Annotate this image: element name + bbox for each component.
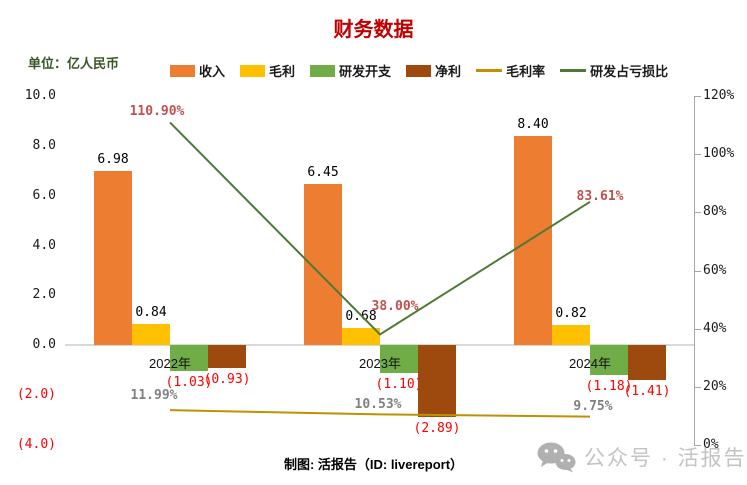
right-axis-tick: 100%: [703, 146, 735, 162]
line-value-label: 110.90%: [129, 104, 185, 120]
watermark: 公众号 · 活报告: [536, 441, 747, 473]
legend-label: 收入: [199, 64, 226, 79]
bar-研发开支: [380, 345, 418, 373]
credit-line: 制图: 活报告（ID: livereport）: [283, 457, 464, 472]
bar-净利: [628, 345, 666, 381]
left-axis-tick: 2.0: [32, 287, 56, 303]
bar-收入: [514, 135, 552, 346]
legend-item: 毛利率: [476, 61, 545, 80]
legend-swatch-bar: [240, 64, 266, 77]
right-axis-tick: 20%: [703, 378, 727, 394]
right-axis-tickmark: [694, 328, 701, 330]
legend-item: 毛利: [240, 61, 295, 80]
category-label: 2023年: [359, 356, 401, 371]
category-label: 2022年: [149, 356, 191, 371]
line-value-label: 9.75%: [573, 398, 613, 414]
left-axis-tick: 8.0: [32, 137, 56, 153]
right-axis-tickmark: [694, 212, 701, 214]
bar-value-label: (0.93): [203, 372, 251, 388]
bar-毛利: [552, 324, 590, 346]
bar-value-label: 0.82: [555, 305, 587, 321]
left-axis-tick: 0.0: [32, 337, 56, 353]
category-label: 2024年: [569, 356, 611, 371]
bar-value-label: 6.98: [97, 152, 129, 168]
line-value-label: 10.53%: [354, 397, 402, 413]
bar-value-label: (1.18): [585, 378, 633, 394]
bar-value-label: 0.84: [135, 305, 167, 321]
legend-item: 研发开支: [310, 61, 391, 80]
left-axis-tick: 4.0: [32, 237, 56, 253]
legend-label: 毛利率: [506, 64, 546, 79]
legend: 收入 毛利 研发开支 净利 毛利率 研发占亏损比: [170, 61, 668, 80]
right-axis-tickmark: [694, 386, 701, 388]
unit-label: 单位：亿人民币: [28, 56, 120, 71]
bar-value-label: 6.45: [307, 165, 339, 181]
legend-item: 研发占亏损比: [560, 61, 668, 80]
left-axis-tick: 10.0: [24, 88, 56, 103]
bar-收入: [94, 171, 132, 346]
watermark-text: 公众号 · 活报告: [584, 447, 747, 470]
right-axis-tick: 120%: [703, 88, 735, 103]
right-axis-tickmark: [694, 154, 701, 156]
line-value-label: 38.00%: [371, 299, 419, 315]
bar-研发开支: [170, 345, 208, 371]
right-axis-tick: 40%: [703, 320, 727, 336]
legend-label: 毛利: [269, 64, 296, 79]
bar-value-label: (1.03): [165, 374, 213, 390]
left-axis-tick: 6.0: [32, 187, 56, 203]
bar-毛利: [342, 328, 380, 346]
legend-swatch-line: [560, 69, 587, 72]
line-value-label: 83.61%: [576, 188, 624, 204]
bar-净利: [208, 345, 246, 369]
bar-value-label: (1.10): [375, 376, 423, 392]
wechat-icon: [537, 442, 576, 473]
left-axis-tick: (2.0): [16, 387, 56, 403]
legend-item: 净利: [406, 61, 461, 80]
left-axis-tick: (4.0): [16, 437, 56, 452]
right-axis-tick: 60%: [703, 262, 727, 278]
chart-title: 财务数据: [333, 19, 414, 41]
legend-swatch-bar: [170, 64, 195, 77]
bar-value-label: 8.40: [517, 116, 549, 132]
bar-收入: [304, 184, 342, 346]
legend-label: 研发开支: [339, 64, 392, 79]
legend-swatch-line: [476, 69, 503, 72]
bar-净利: [418, 345, 456, 418]
legend-label: 研发占亏损比: [590, 64, 669, 79]
bar-毛利: [132, 324, 170, 346]
right-axis-tickmark: [694, 96, 701, 97]
legend-item: 收入: [170, 61, 225, 80]
bar-value-label: (2.89): [413, 421, 461, 437]
legend-swatch-bar: [406, 64, 432, 77]
line-value-label: 11.99%: [130, 388, 178, 404]
right-axis-tickmark: [694, 445, 701, 446]
legend-label: 净利: [435, 64, 462, 79]
right-axis-tickmark: [694, 270, 701, 272]
right-axis-tick: 0%: [703, 437, 719, 452]
bar-研发开支: [590, 345, 628, 375]
right-axis-tick: 80%: [703, 204, 727, 220]
legend-swatch-bar: [310, 64, 336, 77]
bar-value-label: (1.41): [623, 384, 671, 400]
